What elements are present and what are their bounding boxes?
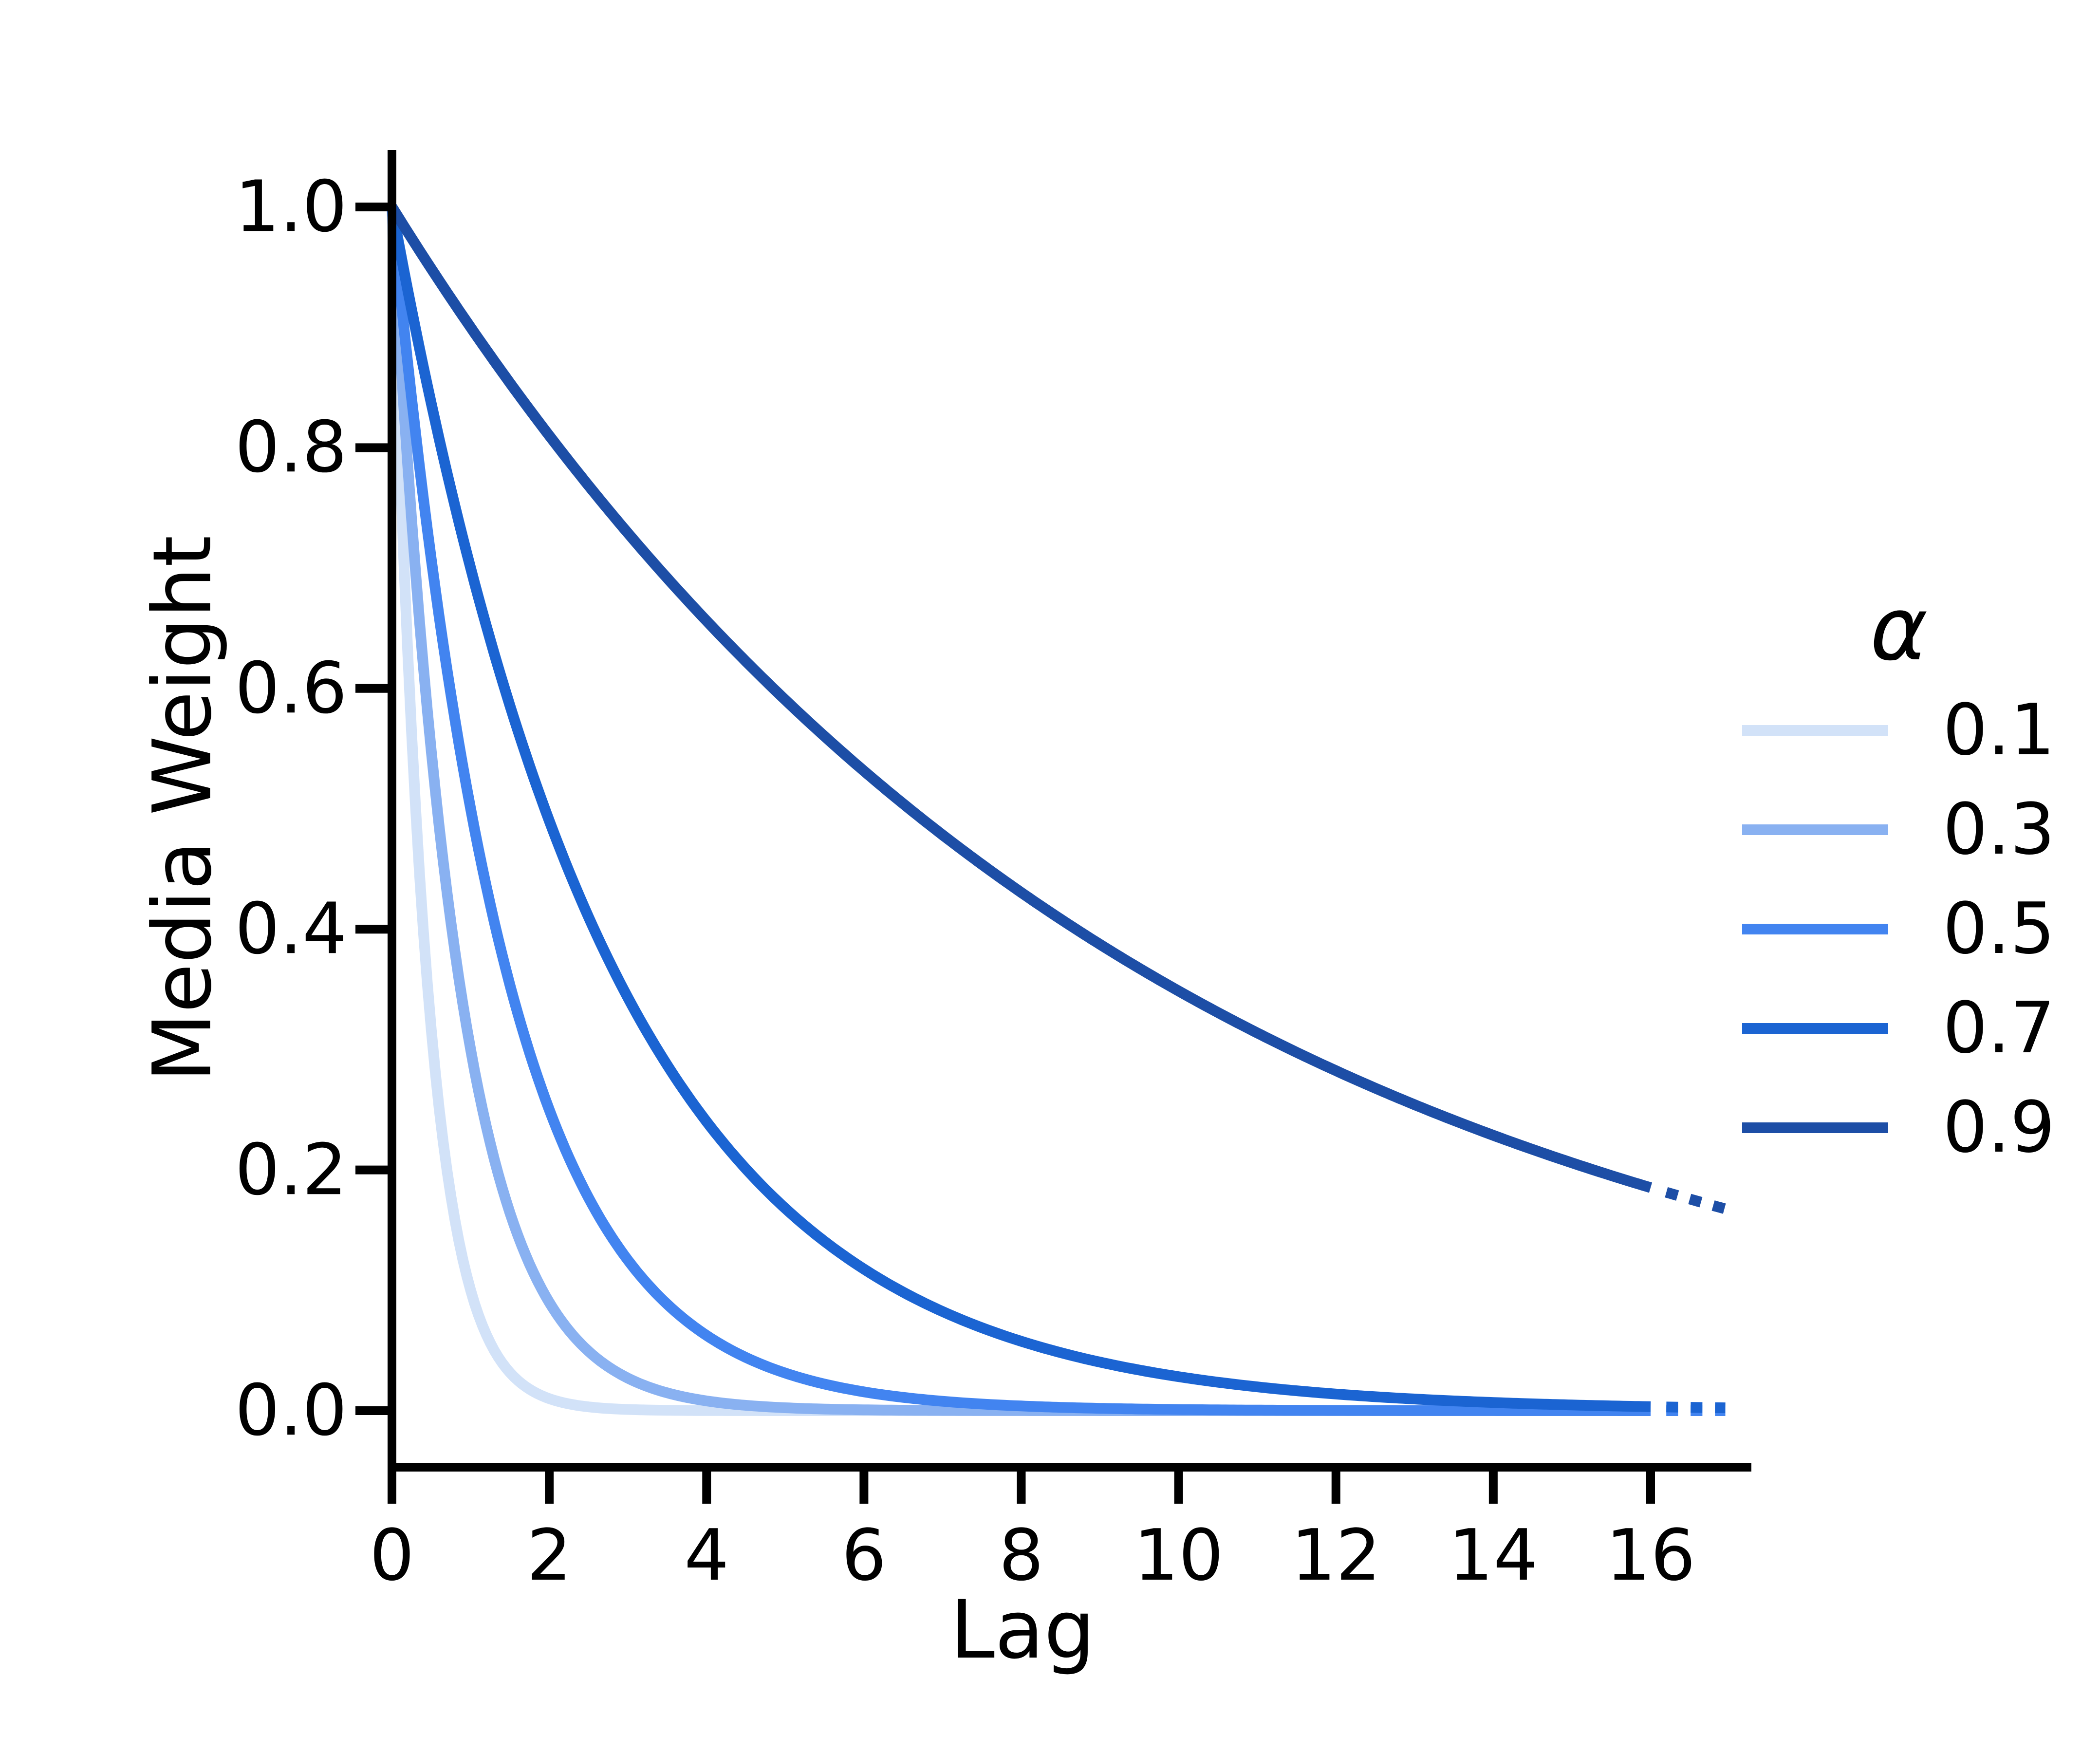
y-tick-label-0.8: 0.8 — [235, 406, 347, 489]
x-tick-label-8: 8 — [999, 1514, 1044, 1597]
y-axis-label: Media Weight — [135, 535, 229, 1082]
y-tick-label-1.0: 1.0 — [235, 166, 347, 248]
curve-alpha-0.3 — [387, 206, 1652, 1416]
y-tick-label-0.4: 0.4 — [235, 888, 347, 970]
curve-alpha-0.7-dotted — [1666, 1401, 1726, 1414]
x-tick-label-16: 16 — [1605, 1514, 1696, 1597]
axes-spines — [388, 150, 1751, 1472]
x-tick-label-10: 10 — [1134, 1514, 1224, 1597]
x-tick-label-6: 6 — [841, 1514, 887, 1597]
curve-alpha-0.9-dotted — [1665, 1187, 1727, 1214]
x-tick-label-4: 4 — [684, 1514, 729, 1597]
curve-alpha-0.7 — [387, 205, 1652, 1412]
x-tick-label-2: 2 — [526, 1514, 572, 1597]
curve-alpha-0.9 — [387, 204, 1653, 1193]
curve-alpha-0.5 — [387, 206, 1652, 1416]
x-tick-label-0: 0 — [369, 1514, 415, 1597]
y-tick-label-0.0: 0.0 — [235, 1369, 347, 1452]
x-tick-label-12: 12 — [1291, 1514, 1381, 1597]
x-tick-label-14: 14 — [1448, 1514, 1539, 1597]
y-tick-label-0.2: 0.2 — [235, 1128, 347, 1211]
curve-alpha-0.1 — [387, 206, 1652, 1416]
y-tick-label-0.6: 0.6 — [235, 647, 347, 730]
x-axis-label: Lag — [950, 1583, 1095, 1677]
